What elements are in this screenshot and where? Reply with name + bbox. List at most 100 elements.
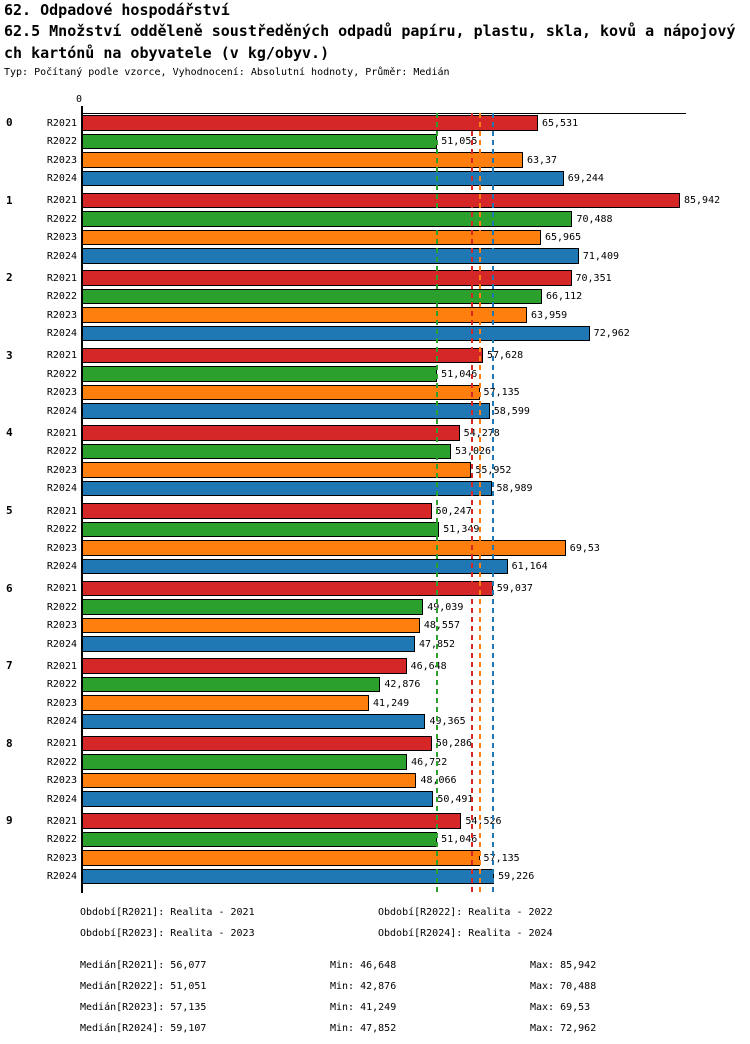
stat-min-r2024: Min: 47,852 [330,1023,397,1034]
bar-3-r2023 [82,384,480,401]
bar-9-r2022 [82,831,438,848]
report-subtitle-line2: ch kartónů na obyvatele (v kg/obyv.) [4,44,330,62]
bar-8-r2024 [82,791,434,807]
report-subtitle-line1: 62.5 Množství odděleně soustředěných odp… [4,22,736,40]
bar-value-label: 71,409 [582,250,619,262]
bar-2-r2023 [82,307,528,323]
bar-5-r2022 [82,521,440,537]
bar-series-label: R2023 [46,542,77,554]
bar-8-r2022 [82,754,408,770]
bar-value-label: 49,039 [427,601,464,613]
bar-6-r2022 [82,599,424,615]
bar-value-label: 46,722 [411,756,448,768]
bar-series-label: R2024 [46,483,77,495]
bar-series-label: R2021 [46,583,77,595]
bar-7-r2021 [82,658,407,674]
bar-value-label: 51,349 [443,524,480,535]
median-line-r2024 [492,113,495,893]
bar-value-label: 50,491 [437,793,474,805]
bar-series-label: R2023 [46,697,77,709]
bar-value-label: 48,066 [420,775,457,787]
bar-series-label: R2023 [46,620,77,632]
bar-value-label: 65,965 [544,232,582,244]
group-label: 6 [6,581,13,595]
bar-value-label: 51,046 [441,368,478,380]
bar-value-label: 72,962 [593,328,630,340]
bar-value-label: 48,557 [423,620,460,632]
bar-0-r2023 [82,152,523,168]
bar-7-r2024 [82,713,426,730]
bar-1-r2022 [82,211,573,227]
report-meta: Typ: Počítaný podle vzorce, Vyhodnocení:… [4,67,450,78]
bar-3-r2021 [82,347,483,364]
group-label: 8 [6,736,13,750]
bar-value-label: 70,351 [575,272,612,284]
bar-series-label: R2021 [46,815,77,827]
bar-value-label: 57,135 [483,852,520,864]
stat-median-r2023: Medián[R2023]: 57,135 [80,1002,207,1013]
y-axis-spine [81,106,83,893]
bar-6-r2024 [82,636,415,652]
bar-series-label: R2023 [46,464,77,476]
bar-8-r2021 [82,735,432,752]
bar-4-r2021 [82,425,460,441]
stat-max-r2024: Max: 72,962 [530,1023,597,1034]
bar-value-label: 66,112 [546,291,583,303]
bar-4-r2023 [82,462,472,478]
group-label: 7 [6,659,13,673]
bar-series-label: R2024 [46,561,77,572]
bar-9-r2023 [82,850,480,866]
bar-2-r2024 [82,325,590,342]
group-label: 2 [6,271,13,285]
bar-value-label: 59,226 [498,871,535,883]
bar-5-r2024 [82,558,508,574]
bar-series-label: R2022 [46,446,77,458]
group-label: 9 [6,814,13,828]
group-label: 0 [6,116,13,129]
bar-series-label: R2023 [46,309,77,321]
group-label: 4 [6,426,13,440]
bar-series-label: R2024 [46,328,77,340]
group-label: 3 [6,348,13,362]
bar-value-label: 41,249 [373,697,410,709]
bar-9-r2021 [82,813,462,829]
stat-median-r2024: Medián[R2024]: 59,107 [80,1023,207,1034]
bar-6-r2023 [82,617,420,634]
bar-value-label: 50,247 [435,505,472,517]
legend-period-r2021: Období[R2021]: Realita - 2021 [80,907,255,918]
bar-series-label: R2022 [46,291,77,303]
median-line-r2022 [436,113,439,893]
group-label: 5 [6,504,13,517]
bar-7-r2023 [82,695,370,711]
legend-period-r2024: Období[R2024]: Realita - 2024 [378,928,553,939]
bar-9-r2024 [82,868,495,885]
median-line-r2023 [478,113,481,893]
bar-series-label: R2023 [46,852,77,864]
bar-value-label: 65,531 [541,117,579,129]
bar-value-label: 51,055 [441,136,478,147]
bar-series-label: R2023 [46,154,77,166]
stat-min-r2021: Min: 46,648 [330,960,397,971]
bar-3-r2024 [82,403,490,419]
bar-0-r2024 [82,170,564,186]
bar-series-label: R2022 [46,213,77,225]
legend-period-r2022: Období[R2022]: Realita - 2022 [378,907,553,918]
stat-min-r2023: Min: 41,249 [330,1002,397,1013]
bar-5-r2021 [82,503,432,519]
bar-series-label: R2024 [46,871,77,883]
bar-value-label: 46,648 [410,660,447,672]
legend-period-r2023: Období[R2023]: Realita - 2023 [80,928,255,939]
stat-median-r2021: Medián[R2021]: 56,077 [80,960,207,971]
bar-value-label: 42,876 [384,679,421,691]
bar-value-label: 63,959 [531,309,568,321]
bar-0-r2021 [82,115,538,131]
bar-0-r2022 [82,133,438,149]
stat-max-r2021: Max: 85,942 [530,960,597,971]
bar-series-label: R2022 [46,756,77,768]
bar-value-label: 69,53 [569,542,600,554]
bar-value-label: 49,365 [429,716,466,728]
bar-series-label: R2022 [46,834,77,846]
bar-series-label: R2021 [46,272,77,284]
